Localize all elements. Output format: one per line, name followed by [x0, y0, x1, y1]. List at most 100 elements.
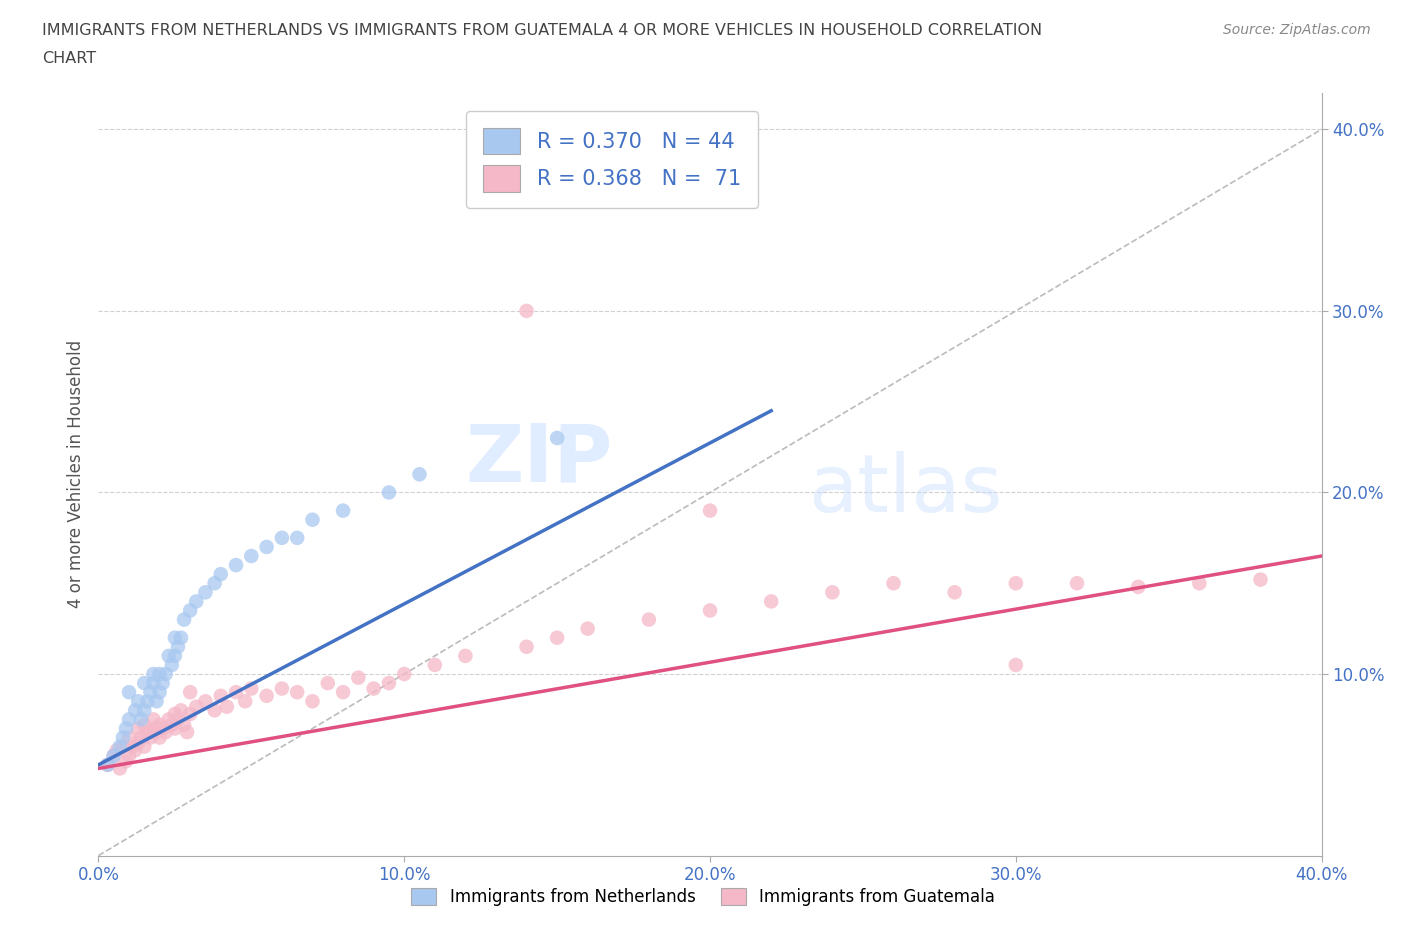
Point: [316, 676, 339, 691]
Point: [136, 694, 159, 709]
Point: [124, 703, 146, 718]
Point: [134, 717, 156, 732]
Point: [173, 612, 195, 627]
Point: [1004, 658, 1026, 672]
Point: [121, 739, 143, 754]
Point: [270, 530, 292, 545]
Point: [149, 667, 172, 682]
Point: [301, 694, 323, 709]
Point: [576, 621, 599, 636]
Point: [105, 743, 128, 758]
Point: [225, 558, 247, 573]
Point: [883, 576, 905, 591]
Point: [285, 530, 308, 545]
Point: [139, 730, 162, 745]
Point: [136, 724, 159, 739]
Point: [118, 712, 141, 727]
Text: ZIP: ZIP: [465, 420, 612, 498]
Point: [821, 585, 844, 600]
Y-axis label: 4 or more Vehicles in Household: 4 or more Vehicles in Household: [66, 340, 84, 608]
Point: [1066, 576, 1088, 591]
Point: [134, 703, 156, 718]
Point: [637, 612, 661, 627]
Point: [129, 712, 152, 727]
Point: [209, 566, 232, 581]
Point: [142, 721, 165, 736]
Point: [167, 712, 190, 727]
Point: [145, 694, 167, 709]
Text: atlas: atlas: [808, 450, 1002, 528]
Point: [160, 658, 183, 672]
Point: [943, 585, 966, 600]
Point: [378, 676, 401, 691]
Point: [546, 631, 568, 645]
Point: [142, 667, 165, 682]
Point: [157, 648, 180, 663]
Point: [1128, 579, 1150, 594]
Point: [170, 631, 193, 645]
Point: [209, 688, 232, 703]
Point: [157, 712, 180, 727]
Text: IMMIGRANTS FROM NETHERLANDS VS IMMIGRANTS FROM GUATEMALA 4 OR MORE VEHICLES IN H: IMMIGRANTS FROM NETHERLANDS VS IMMIGRANT…: [42, 23, 1042, 38]
Point: [186, 594, 208, 609]
Point: [408, 467, 430, 482]
Point: [167, 639, 190, 654]
Point: [699, 503, 721, 518]
Point: [127, 694, 149, 709]
Point: [423, 658, 446, 672]
Point: [115, 721, 138, 736]
Point: [124, 743, 146, 758]
Text: Source: ZipAtlas.com: Source: ZipAtlas.com: [1223, 23, 1371, 37]
Point: [285, 684, 308, 699]
Point: [149, 717, 172, 732]
Point: [516, 639, 538, 654]
Point: [118, 684, 141, 699]
Point: [145, 724, 167, 739]
Point: [173, 717, 195, 732]
Point: [215, 699, 238, 714]
Point: [149, 730, 172, 745]
Point: [108, 761, 131, 776]
Point: [759, 594, 782, 609]
Point: [152, 721, 174, 736]
Point: [163, 707, 186, 722]
Point: [363, 681, 385, 696]
Point: [1249, 572, 1271, 587]
Point: [194, 694, 217, 709]
Text: CHART: CHART: [42, 51, 96, 66]
Point: [256, 539, 278, 554]
Point: [127, 721, 149, 736]
Point: [108, 739, 131, 754]
Point: [454, 648, 477, 663]
Point: [332, 684, 354, 699]
Point: [163, 648, 186, 663]
Point: [1188, 576, 1211, 591]
Point: [170, 703, 193, 718]
Point: [118, 749, 141, 764]
Point: [111, 730, 134, 745]
Point: [699, 603, 721, 618]
Point: [155, 724, 177, 739]
Point: [204, 703, 226, 718]
Point: [240, 681, 263, 696]
Point: [115, 753, 138, 768]
Point: [256, 688, 278, 703]
Point: [546, 431, 568, 445]
Legend: Immigrants from Netherlands, Immigrants from Guatemala: Immigrants from Netherlands, Immigrants …: [405, 881, 1001, 912]
Point: [127, 736, 149, 751]
Point: [134, 676, 156, 691]
Point: [270, 681, 292, 696]
Point: [134, 739, 156, 754]
Point: [97, 757, 120, 772]
Point: [233, 694, 256, 709]
Legend: R = 0.370   N = 44, R = 0.368   N =  71: R = 0.370 N = 44, R = 0.368 N = 71: [467, 111, 758, 208]
Point: [179, 684, 201, 699]
Point: [149, 684, 172, 699]
Point: [240, 549, 263, 564]
Point: [163, 631, 186, 645]
Point: [179, 707, 201, 722]
Point: [142, 712, 165, 727]
Point: [142, 676, 165, 691]
Point: [111, 739, 134, 754]
Point: [155, 667, 177, 682]
